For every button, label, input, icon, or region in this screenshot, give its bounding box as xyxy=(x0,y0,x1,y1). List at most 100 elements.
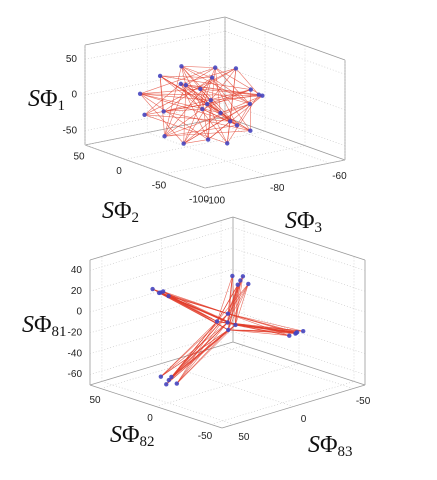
link xyxy=(140,88,201,95)
link xyxy=(140,93,211,101)
link xyxy=(166,313,229,385)
link xyxy=(215,67,251,105)
link xyxy=(183,67,216,144)
grid-line xyxy=(89,247,234,292)
box-edge xyxy=(89,216,234,261)
grid-line xyxy=(89,289,234,334)
link xyxy=(180,83,228,144)
link xyxy=(140,93,221,114)
link xyxy=(232,275,236,325)
box-edge xyxy=(224,116,346,161)
point xyxy=(137,91,143,97)
z-axis-label: SΦ1 xyxy=(28,86,65,115)
grid-line xyxy=(224,66,346,111)
link xyxy=(160,321,218,377)
point xyxy=(235,282,240,287)
link xyxy=(200,68,237,90)
link xyxy=(139,93,184,144)
point xyxy=(179,64,184,69)
grid-line xyxy=(89,268,234,313)
point xyxy=(238,278,243,283)
point xyxy=(169,374,174,380)
point xyxy=(233,66,239,71)
z-tick-label: 50 xyxy=(66,54,78,65)
z-tick-label: -20 xyxy=(68,328,83,339)
link xyxy=(139,93,209,140)
grid-line xyxy=(84,30,226,60)
point xyxy=(225,320,230,325)
x-tick-label: 50 xyxy=(73,152,85,163)
link xyxy=(200,88,263,97)
y-tick-label: 0 xyxy=(301,414,307,425)
link xyxy=(227,276,244,330)
link xyxy=(235,324,304,332)
link xyxy=(181,66,216,68)
grid-line xyxy=(232,289,366,334)
link xyxy=(164,125,238,137)
link xyxy=(164,84,187,137)
point xyxy=(198,86,203,92)
link xyxy=(216,284,239,322)
z-tick-label: -60 xyxy=(68,369,83,380)
y-axis-label: SΦ3 xyxy=(285,208,322,237)
x-tick-label: 50 xyxy=(89,395,101,406)
link xyxy=(227,284,239,314)
point xyxy=(230,273,235,279)
point xyxy=(248,128,253,133)
link xyxy=(235,283,249,326)
y-axis-label: SΦ83 xyxy=(308,432,353,461)
link xyxy=(183,85,187,144)
point xyxy=(213,65,218,70)
grid-line xyxy=(209,119,330,164)
point xyxy=(287,333,292,338)
grid-line xyxy=(232,268,366,313)
point xyxy=(161,109,166,114)
link xyxy=(185,67,216,86)
point xyxy=(260,93,265,98)
grid-line xyxy=(84,66,226,96)
x-tick-label: -50 xyxy=(198,431,213,442)
link xyxy=(180,83,259,95)
link xyxy=(144,68,237,116)
z-tick-label: 20 xyxy=(71,286,83,297)
link xyxy=(220,103,250,114)
z-axis-label: SΦ81 xyxy=(22,312,67,341)
link xyxy=(235,284,239,325)
box-edge xyxy=(84,16,226,46)
point xyxy=(214,319,220,324)
link xyxy=(226,68,237,144)
box-edge xyxy=(232,216,366,261)
point xyxy=(209,75,215,80)
link xyxy=(183,100,212,144)
point xyxy=(183,82,189,88)
grid-line xyxy=(224,102,346,146)
link xyxy=(200,88,228,144)
link xyxy=(144,114,231,122)
x-tick-label: -50 xyxy=(152,180,167,191)
link xyxy=(226,94,260,144)
grid-line xyxy=(155,363,300,407)
point xyxy=(256,92,261,97)
link xyxy=(216,275,233,322)
link xyxy=(163,291,229,314)
box-edge xyxy=(84,116,226,146)
point xyxy=(234,123,240,128)
link xyxy=(164,103,250,137)
y-tick-label: -60 xyxy=(332,171,347,182)
link xyxy=(180,68,237,85)
x-tick-label: -100 xyxy=(189,195,209,206)
point xyxy=(225,311,231,316)
link xyxy=(228,329,296,334)
point xyxy=(205,101,210,107)
box-edge xyxy=(204,159,346,189)
x-tick-label: 0 xyxy=(147,413,153,424)
point xyxy=(225,141,230,146)
point xyxy=(208,98,213,103)
grid-line xyxy=(232,331,366,375)
point xyxy=(178,81,184,87)
link xyxy=(144,114,228,144)
grid-line xyxy=(84,144,206,189)
link xyxy=(185,84,263,97)
link xyxy=(159,75,165,137)
link xyxy=(181,66,203,110)
